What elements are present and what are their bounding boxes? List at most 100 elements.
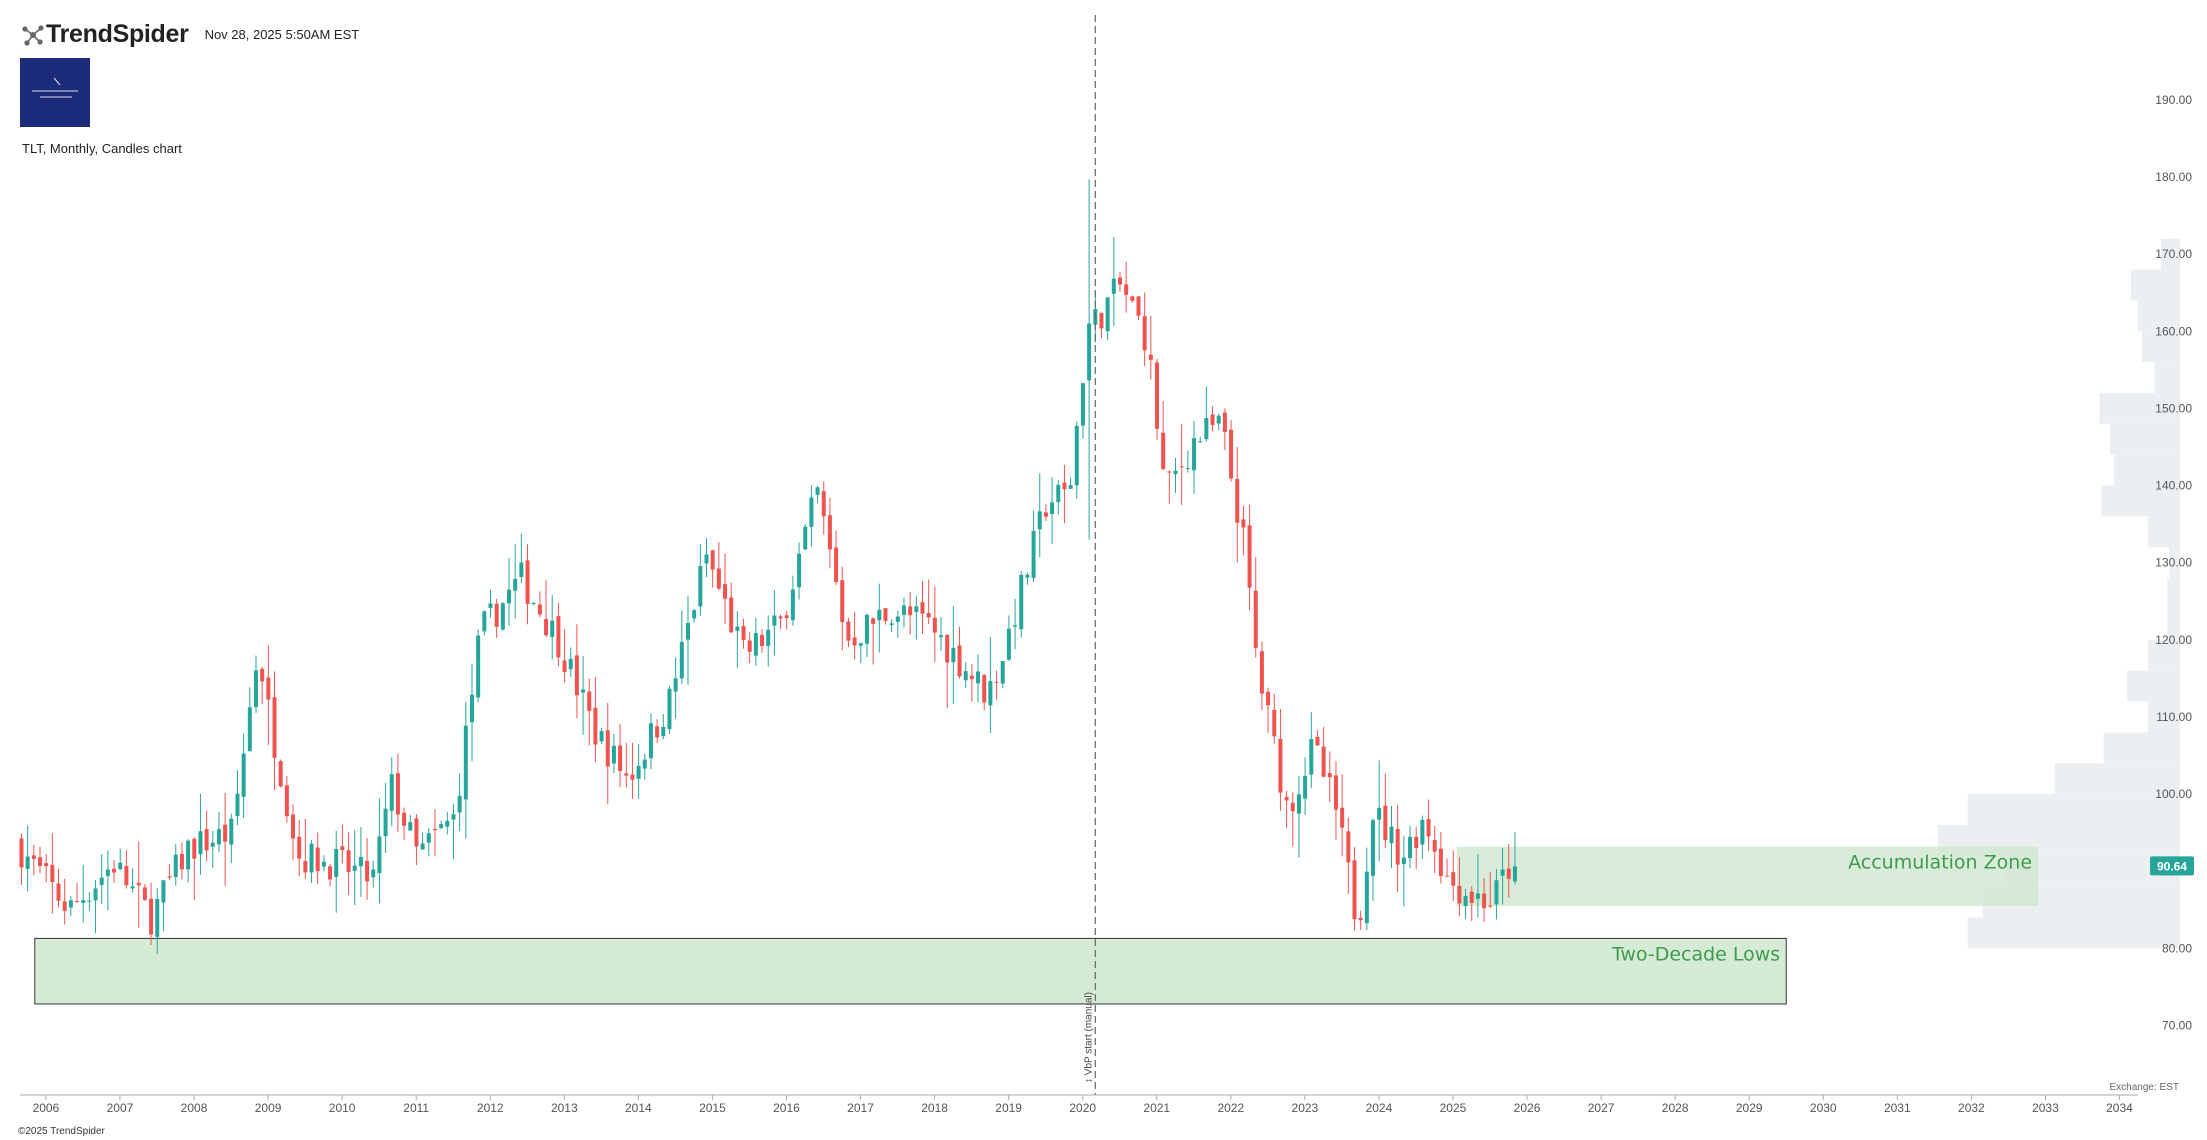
candle-body	[297, 836, 302, 859]
candle	[716, 541, 721, 591]
candle	[31, 844, 36, 876]
candle-body	[889, 623, 894, 626]
candle	[266, 645, 271, 746]
candle-body	[1401, 857, 1406, 865]
candle	[1099, 312, 1104, 339]
candle	[402, 807, 407, 840]
candle-body	[1408, 836, 1413, 859]
two-decade-lows-zone: Two-Decade Lows	[34, 937, 1787, 1005]
candle-body	[50, 864, 55, 883]
candle	[1013, 598, 1018, 650]
candle	[118, 848, 123, 871]
x-tick-label: 2027	[1588, 1101, 1615, 1115]
candle-body	[1204, 418, 1209, 440]
candle-body	[247, 707, 252, 752]
candle	[957, 626, 962, 679]
candle-body	[951, 647, 956, 663]
x-tick-label: 2011	[403, 1101, 429, 1115]
candle	[1216, 413, 1221, 431]
header: TrendSpider Nov 28, 2025 5:50AM EST	[20, 20, 359, 49]
candle	[1309, 712, 1314, 789]
candle	[488, 589, 493, 618]
candle-body	[1309, 739, 1314, 775]
candle	[1136, 296, 1141, 321]
candle	[260, 666, 265, 704]
candle	[1025, 572, 1030, 585]
timestamp: Nov 28, 2025 5:50AM EST	[204, 27, 360, 42]
candle	[803, 523, 808, 551]
x-tick-label: 2026	[1514, 1101, 1541, 1115]
candle-body	[914, 606, 919, 612]
volume-profile-bar	[2169, 547, 2180, 579]
candle-body	[309, 843, 314, 873]
candle-body	[630, 774, 635, 780]
candle	[445, 812, 450, 835]
candle-body	[1364, 871, 1369, 924]
candle	[1401, 836, 1406, 907]
candle-body	[291, 814, 296, 839]
x-tick-label: 2030	[1810, 1101, 1837, 1115]
candle-body	[395, 773, 400, 815]
candle-body	[1296, 794, 1301, 814]
candle-body	[513, 579, 518, 591]
candle	[87, 892, 92, 912]
candle	[334, 830, 339, 913]
candle	[377, 798, 382, 904]
candle-body	[976, 671, 981, 684]
candle-body	[155, 899, 160, 937]
candle-body	[544, 619, 549, 636]
candle	[1408, 825, 1413, 869]
candle	[951, 606, 956, 704]
candle-body	[1161, 432, 1166, 470]
candle-body	[93, 888, 98, 901]
candle-body	[1512, 866, 1517, 882]
candle	[1333, 761, 1338, 840]
candle	[1377, 760, 1382, 862]
candle-body	[161, 880, 166, 903]
candle	[797, 542, 802, 600]
candle	[99, 854, 104, 905]
candle-body	[531, 603, 536, 605]
candle-body	[1111, 278, 1116, 294]
candle-body	[1235, 479, 1240, 523]
candle-body	[581, 689, 586, 693]
candle-body	[1272, 709, 1277, 737]
candle	[253, 655, 258, 713]
candle	[630, 742, 635, 799]
candle	[1475, 854, 1480, 918]
x-tick-label: 2007	[107, 1101, 134, 1115]
x-tick-label: 2021	[1143, 1101, 1170, 1115]
candle	[272, 671, 277, 790]
x-tick-label: 2017	[847, 1101, 874, 1115]
candle	[1512, 832, 1517, 885]
candle	[346, 832, 351, 895]
candle	[130, 868, 135, 893]
candle-body	[704, 554, 709, 564]
candle	[1068, 477, 1073, 489]
candle-body	[1278, 738, 1283, 793]
candle-body	[747, 640, 752, 652]
candle-body	[1303, 775, 1308, 799]
candle	[494, 598, 499, 638]
candle-body	[1198, 441, 1203, 443]
candle	[587, 678, 592, 746]
candle-body	[1019, 574, 1024, 630]
candle	[982, 673, 987, 711]
candle	[1383, 773, 1388, 849]
candle-body	[1414, 836, 1419, 849]
candle-body	[1259, 651, 1264, 694]
volume-profile-bar	[1967, 917, 2180, 949]
candle	[1087, 179, 1092, 540]
candle	[303, 818, 308, 880]
volume-profile-bar	[2154, 362, 2180, 393]
candle-body	[105, 869, 110, 876]
candle	[112, 860, 117, 883]
candle	[963, 662, 968, 688]
candle-body	[389, 774, 394, 811]
candle-body	[1173, 470, 1178, 475]
candle	[895, 611, 900, 638]
candle	[1056, 480, 1061, 515]
candle-body	[1148, 354, 1153, 360]
candle	[1500, 848, 1505, 905]
